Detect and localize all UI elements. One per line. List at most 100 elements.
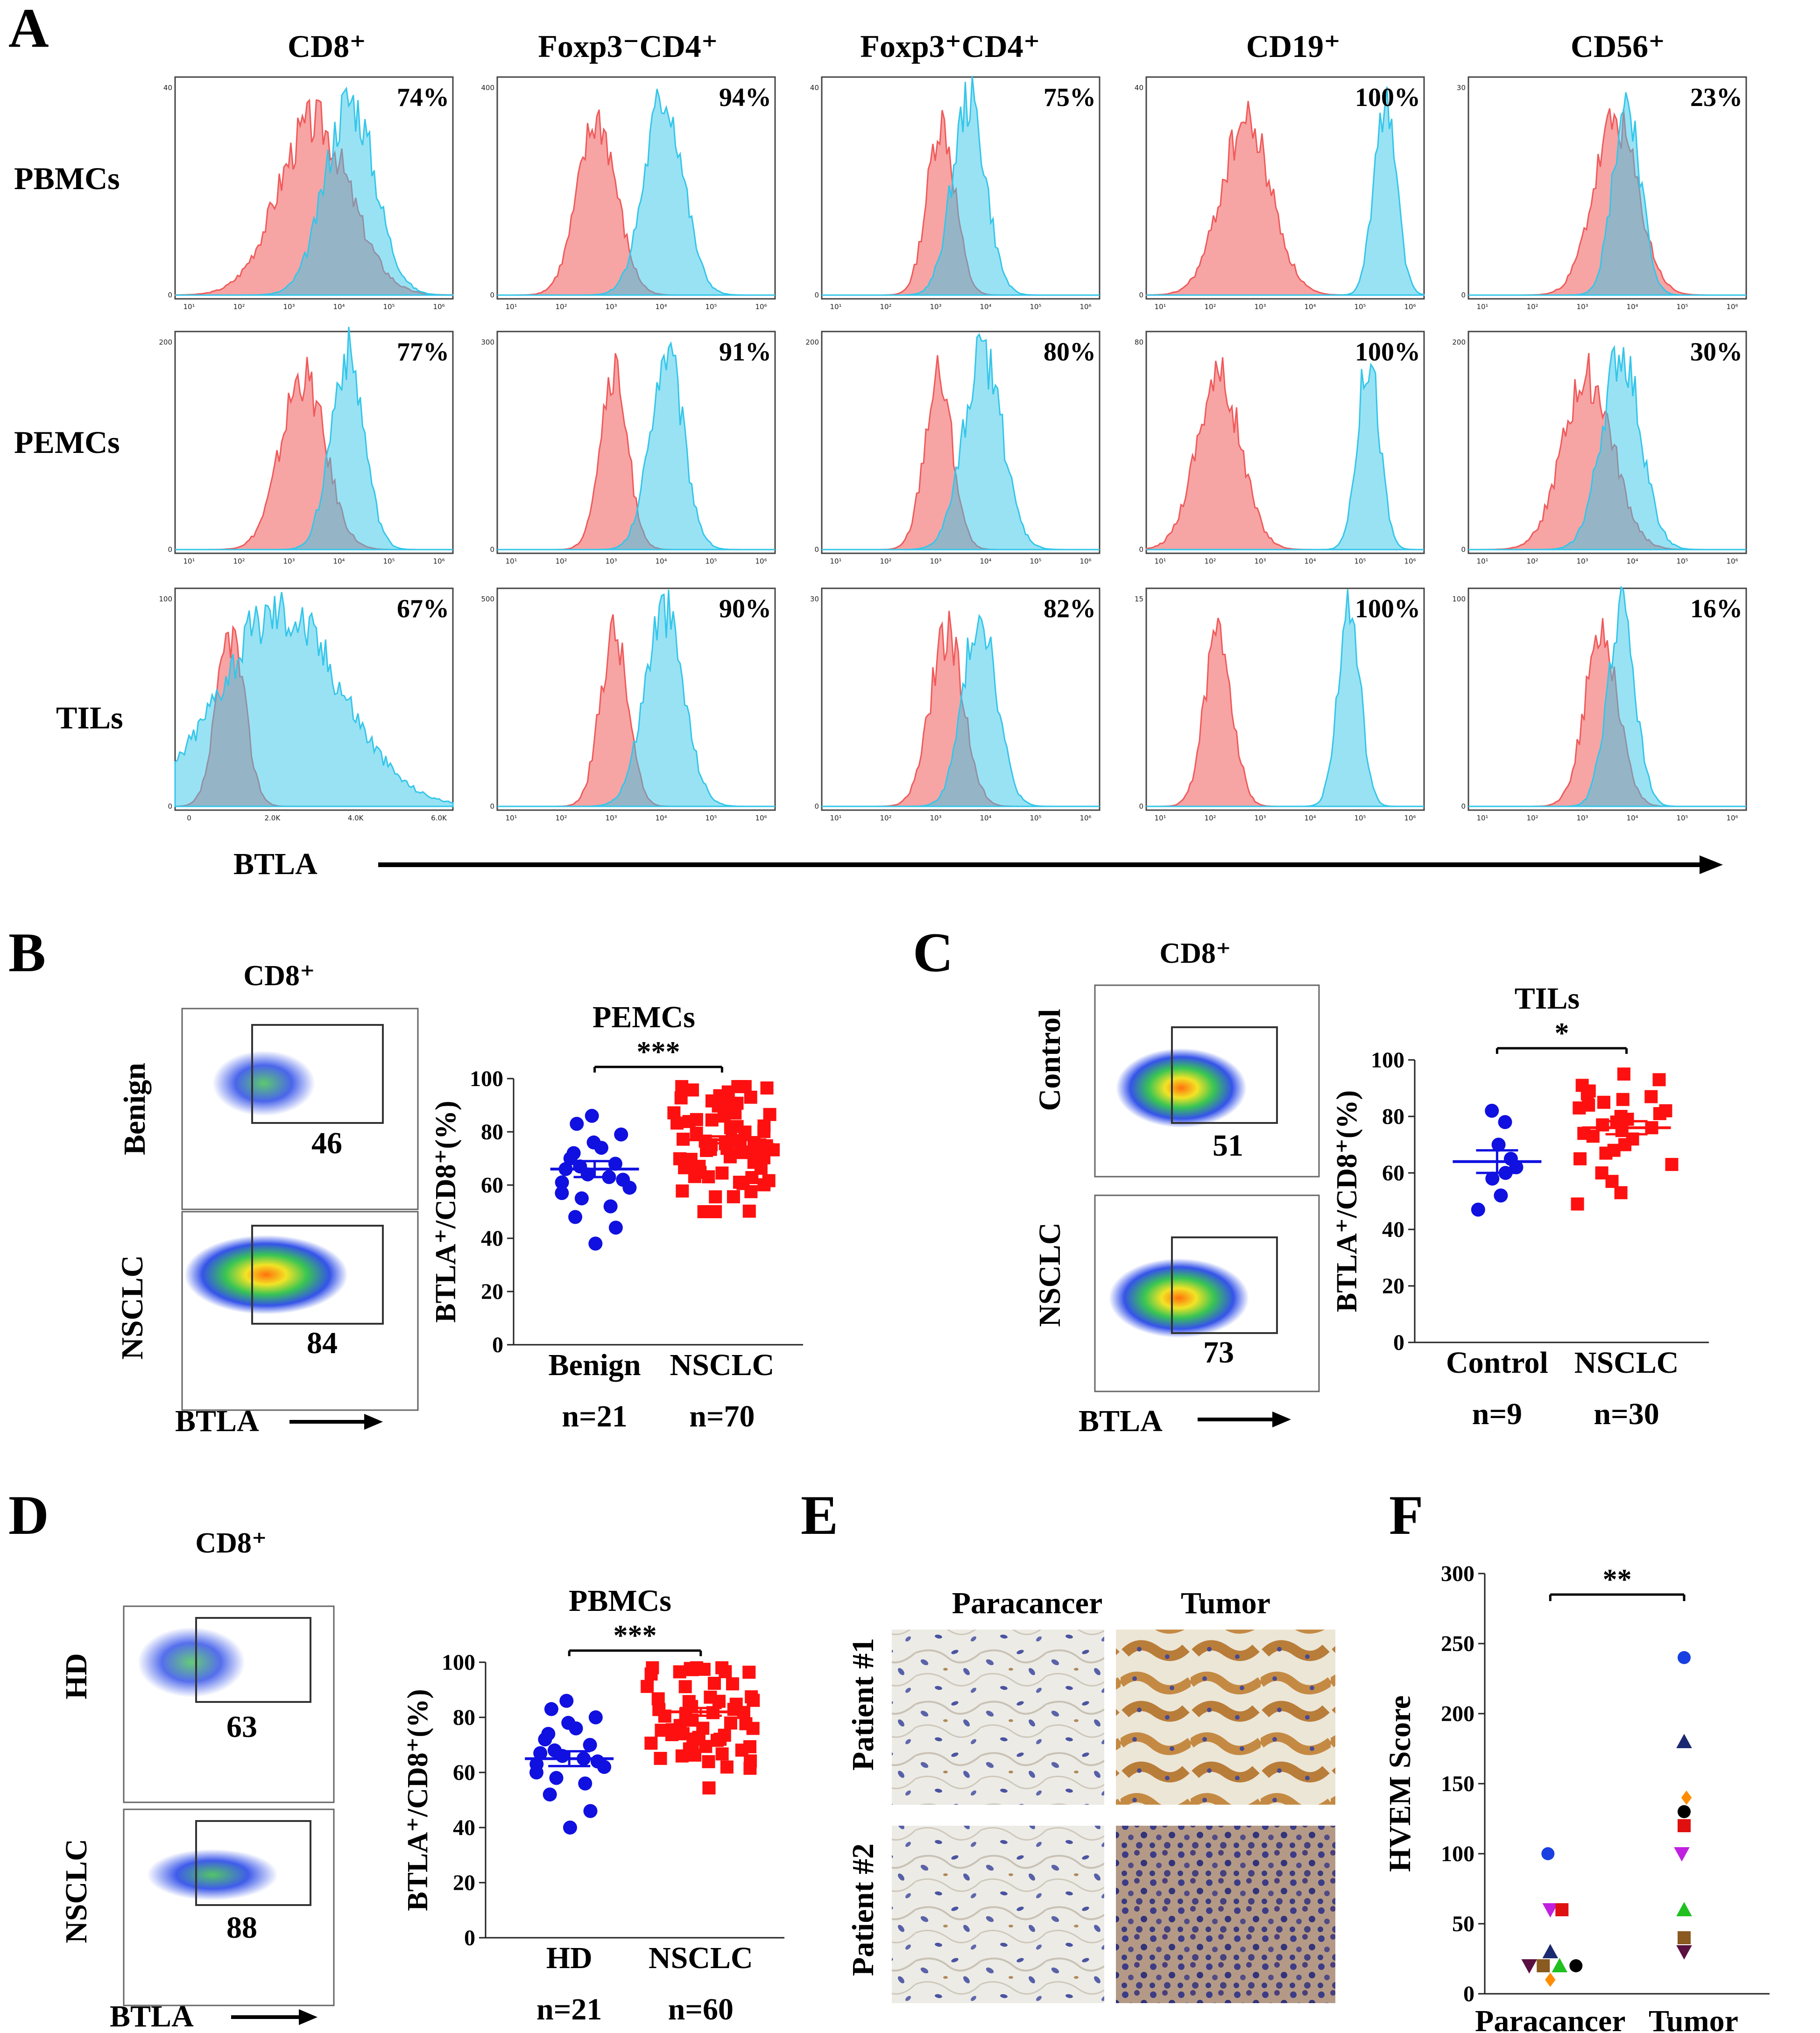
data-point — [747, 1136, 761, 1149]
data-point — [709, 1190, 722, 1204]
flow-row-benign: Benign — [118, 1063, 152, 1155]
histogram-xtick: 10³ — [1254, 303, 1266, 311]
flow-row-nsclc-c: NSCLC — [1033, 1222, 1067, 1327]
x-category-label: NSCLC — [670, 1348, 775, 1382]
histogram-xtick: 10³ — [605, 303, 617, 311]
histogram-ytick: 0 — [814, 802, 819, 811]
histogram-xtick: 10⁴ — [1626, 814, 1638, 822]
histogram-xtick: 10² — [880, 814, 891, 822]
histogram-xtick: 10¹ — [505, 557, 517, 565]
histogram-percentage: 67% — [397, 594, 449, 623]
histogram-xtick: 10⁵ — [1676, 303, 1688, 311]
histogram-btla-curve — [1468, 92, 1746, 296]
data-point — [1674, 1847, 1690, 1862]
btla-arrow-head — [1700, 855, 1723, 874]
histogram-xtick: 10³ — [1576, 557, 1588, 565]
histogram-xtick: 10⁴ — [980, 303, 991, 311]
data-point — [712, 1694, 726, 1708]
histogram-ytick: 0 — [490, 545, 494, 554]
histogram-xtick: 10¹ — [1154, 303, 1166, 311]
histogram-xtick: 10⁵ — [383, 557, 395, 565]
histogram-xtick: 10³ — [1576, 303, 1588, 311]
histogram-xtick: 10⁵ — [705, 303, 717, 311]
histogram-xtick: 10⁴ — [655, 303, 667, 311]
data-point — [583, 1738, 597, 1752]
y-tick-label: 80 — [481, 1120, 503, 1144]
data-point — [724, 1716, 737, 1730]
histogram-btla-curve — [174, 592, 454, 807]
histogram-xtick: 10⁵ — [383, 303, 395, 311]
ihc-image-p2-tumor — [1116, 1826, 1335, 2003]
histogram-xtick: 10² — [880, 303, 891, 311]
data-point — [578, 1776, 593, 1791]
col-header-cd19: CD19⁺ — [1246, 28, 1340, 64]
data-point — [673, 1665, 686, 1679]
data-point — [715, 1166, 729, 1180]
y-tick-label: 60 — [1382, 1161, 1404, 1186]
data-point — [1607, 1144, 1621, 1157]
flow-value-nsclc: 84 — [307, 1326, 338, 1360]
panel-e: E Paracancer Tumor Patient #1 Patient #2 — [801, 1484, 1335, 2003]
data-point — [563, 1821, 577, 1835]
histogram-ytick: 500 — [481, 595, 494, 603]
data-point — [688, 1748, 702, 1762]
histogram-ytick: 30 — [810, 595, 819, 603]
panel-d-letter: D — [8, 1484, 49, 1546]
col-header-foxp3neg-cd4: Foxp3⁻CD4⁺ — [538, 28, 718, 64]
data-point — [717, 1109, 731, 1123]
histogram-ytick: 200 — [1452, 338, 1466, 346]
chart-f: 0 50 100 150 200 250 300 HVEM Score Paracancer Tu… — [1383, 1561, 1770, 2033]
data-point — [674, 1091, 688, 1105]
data-point — [570, 1116, 584, 1131]
data-point — [1575, 1079, 1589, 1092]
y-tick-label: 80 — [453, 1705, 475, 1730]
data-point — [713, 1089, 727, 1102]
histogram-percentage: 94% — [719, 83, 771, 112]
histogram-btla-curve — [822, 614, 1100, 807]
data-point — [1678, 1819, 1691, 1832]
histogram-xtick: 10⁶ — [1726, 814, 1738, 822]
histogram-xtick: 10¹ — [1476, 814, 1488, 822]
histogram-ytick: 0 — [168, 291, 172, 299]
histogram-xtick: 10² — [1204, 303, 1216, 311]
data-point — [1545, 1972, 1556, 1987]
data-point — [682, 1115, 696, 1128]
histogram-xtick: 10⁶ — [755, 303, 767, 311]
data-point — [747, 1694, 760, 1707]
histogram-percentage: 82% — [1044, 594, 1096, 623]
histogram-r1-c2: 200 0 10¹ 10² 10³ 10⁴ 10⁵ 10⁶ 80% — [805, 331, 1100, 565]
y-tick-label: 300 — [1441, 1561, 1474, 1586]
chart-d: 0 20 40 60 80 100 BTLA⁺/CD8⁺(%) PBMCs HD NSCLC n=2… — [402, 1584, 784, 2026]
histogram-ytick: 0 — [814, 545, 819, 554]
histogram-ytick: 0 — [1139, 802, 1143, 811]
y-tick-label: 20 — [453, 1871, 475, 1895]
histogram-r0-c4: 30 0 10¹ 10² 10³ 10⁴ 10⁵ 10⁶ 23% — [1457, 76, 1747, 311]
histogram-xtick: 10² — [1204, 814, 1216, 822]
histogram-percentage: 80% — [1044, 338, 1096, 367]
histogram-xtick: 10⁶ — [1079, 303, 1091, 311]
histogram-xtick: 10⁴ — [655, 814, 667, 822]
histogram-xtick: 10⁵ — [1676, 557, 1688, 565]
data-point — [651, 1692, 665, 1706]
histogram-r0-c2: 40 0 10¹ 10² 10³ 10⁴ 10⁵ 10⁶ 75% — [810, 76, 1100, 311]
data-point — [1652, 1073, 1666, 1087]
col-header-cd56: CD56⁺ — [1571, 28, 1665, 64]
y-tick-label: 100 — [442, 1650, 475, 1675]
data-point — [1555, 1903, 1569, 1916]
data-point — [1582, 1098, 1595, 1112]
row-label-pbmcs: PBMCs — [14, 161, 120, 196]
panel-a: A CD8⁺ Foxp3⁻CD4⁺ Foxp3⁺CD4⁺ CD19⁺ CD56⁺… — [8, 0, 1747, 881]
histogram-xtick: 10² — [1204, 557, 1216, 565]
histogram-r0-c0: 40 0 10¹ 10² 10³ 10⁴ 10⁵ 10⁶ 74% — [163, 76, 454, 311]
data-point — [1542, 1944, 1559, 1958]
data-point — [693, 1165, 707, 1179]
data-point — [686, 1083, 699, 1097]
data-point — [1573, 1152, 1587, 1165]
data-point — [588, 1710, 603, 1724]
x-n-label: n=21 — [562, 1399, 627, 1433]
data-point — [568, 1210, 583, 1224]
data-point — [533, 1746, 548, 1760]
histogram-ytick: 30 — [1457, 84, 1466, 92]
histogram-xtick: 10⁶ — [755, 814, 767, 822]
